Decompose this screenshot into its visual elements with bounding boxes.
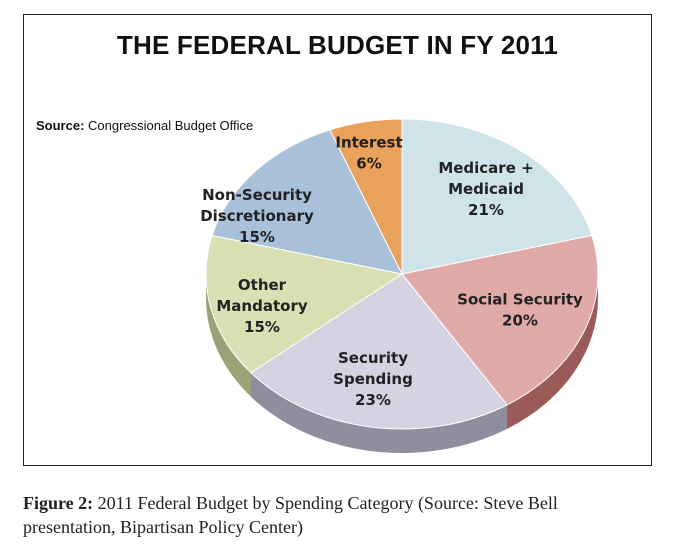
slice-label-line: Spending [333, 370, 413, 388]
pie-slice-interest [329, 118, 403, 275]
slice-label-non-security-discretionary: Non-Security Discretionary 15% [200, 186, 314, 246]
slice-label-line: Medicaid [448, 180, 524, 198]
pie-slice-medicare-medicaid [401, 118, 593, 275]
pie-side-social-security [507, 274, 598, 429]
slice-label-social-security: Social Security 20% [457, 291, 583, 330]
slice-label-other-mandatory: Other Mandatory 15% [216, 276, 307, 336]
pie-labels-layer: Medicare + Medicaid 21%Social Security 20%S… [200, 134, 583, 410]
slice-label-interest: Interest 6% [335, 134, 402, 173]
pie-slice-non-security-discretionary [211, 129, 403, 275]
chart-title: THE FEDERAL BUDGET IN FY 2011 [116, 30, 559, 60]
chart-frame: THE FEDERAL BUDGET IN FY 2011 Source: Co… [23, 14, 652, 466]
slice-label-line: Non-Security [202, 186, 312, 204]
slice-label-line: 15% [244, 318, 280, 336]
slice-label-line: Medicare + [438, 159, 533, 177]
slice-label-line: Discretionary [200, 207, 314, 225]
source-note: Source: Congressional Budget Office [36, 118, 253, 133]
slice-label-line: 23% [355, 391, 391, 409]
caption-text: 2011 Federal Budget by Spending Category… [23, 493, 558, 537]
slice-label-line: Interest [335, 134, 402, 152]
slice-label-line: 20% [502, 312, 538, 330]
pie-slice-social-security [401, 234, 599, 406]
slice-label-security-spending: Security Spending 23% [333, 349, 413, 409]
pie-side-other-mandatory [206, 274, 251, 397]
slice-label-line: 15% [239, 228, 275, 246]
figure-caption: Figure 2: 2011 Federal Budget by Spendin… [23, 491, 653, 539]
caption-label: Figure 2: [23, 493, 94, 513]
pie-slice-security-spending [250, 273, 508, 430]
slice-label-line: 21% [468, 201, 504, 219]
pie-chart: Medicare + Medicaid 21%Social Security 20%S… [200, 118, 599, 453]
pie-top-layer [205, 118, 599, 430]
source-text: Congressional Budget Office [88, 118, 254, 133]
slice-label-medicare-medicaid: Medicare + Medicaid 21% [438, 159, 533, 219]
slice-label-line: Security [338, 349, 408, 367]
slice-label-line: Social Security [457, 291, 583, 309]
pie-side-security-spending [250, 372, 508, 453]
source-label: Source: [36, 118, 85, 133]
pie-slice-other-mandatory [205, 234, 404, 374]
pie-depth-layer [206, 274, 598, 453]
slice-label-line: 6% [356, 155, 381, 173]
slice-label-line: Other [238, 276, 287, 294]
slice-label-line: Mandatory [216, 297, 307, 315]
